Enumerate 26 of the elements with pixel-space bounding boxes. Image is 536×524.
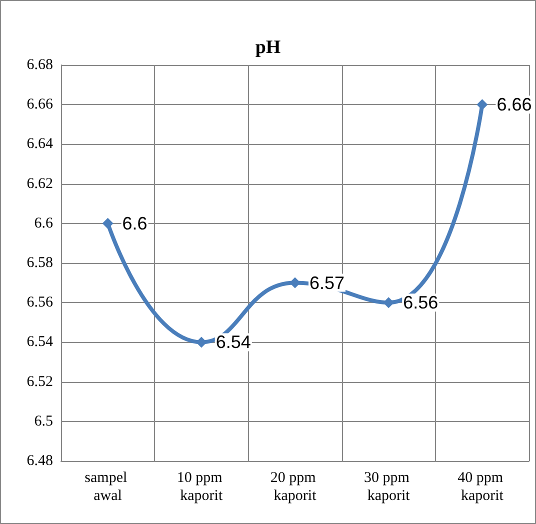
y-tick-label: 6.66 bbox=[26, 96, 54, 113]
data-label: 6.54 bbox=[216, 332, 251, 352]
data-label: 6.56 bbox=[403, 292, 438, 313]
x-tick-label: sampel awal bbox=[84, 470, 131, 504]
point bbox=[196, 336, 207, 348]
y-tick-label: 6.48 bbox=[26, 453, 53, 469]
y-tick-label: 6.6 bbox=[34, 215, 54, 232]
y-tick-label: 6.56 bbox=[26, 294, 54, 311]
y-tick-label: 6.68 bbox=[26, 57, 53, 73]
point bbox=[102, 218, 114, 229]
y-tick-label: 6.54 bbox=[26, 334, 54, 350]
x-tick-label: 10 ppm kaporit bbox=[176, 470, 226, 504]
y-tick-label: 6.5 bbox=[34, 413, 53, 430]
y-tick-label: 6.52 bbox=[26, 374, 53, 390]
y-tick-label: 6.58 bbox=[26, 255, 53, 271]
y-tick-label: 6.62 bbox=[26, 176, 53, 192]
data-label: 6.6 bbox=[122, 213, 148, 234]
chart-title: pH bbox=[255, 37, 281, 58]
point bbox=[476, 99, 488, 110]
y-tick-label: 6.64 bbox=[26, 136, 54, 152]
point bbox=[290, 277, 300, 288]
x-tick-label: 30 ppm kaporit bbox=[364, 470, 414, 504]
x-tick-label: 40 ppm kaporit bbox=[458, 470, 507, 504]
x-tick-label: 20 ppm kaporit bbox=[270, 470, 320, 504]
data-label: 6.66 bbox=[496, 94, 532, 115]
data-label: 6.57 bbox=[310, 272, 345, 293]
